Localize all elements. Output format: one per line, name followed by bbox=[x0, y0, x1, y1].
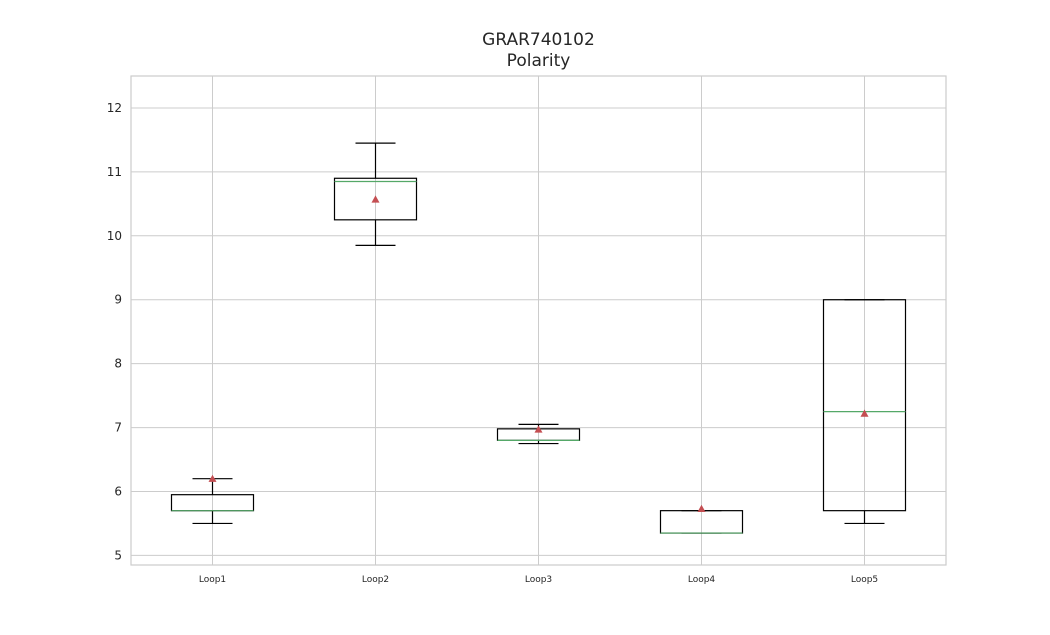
y-tick-label: 8 bbox=[114, 357, 122, 371]
mean-marker bbox=[697, 504, 706, 512]
mean-marker bbox=[534, 425, 543, 433]
x-tick-label: Loop5 bbox=[851, 575, 878, 585]
y-tick-label: 10 bbox=[107, 229, 122, 243]
x-tick-label: Loop4 bbox=[688, 575, 716, 585]
x-tick-label: Loop3 bbox=[525, 575, 552, 585]
x-tick-label: Loop1 bbox=[199, 575, 226, 585]
mean-marker bbox=[371, 195, 380, 203]
mean-marker bbox=[860, 409, 869, 417]
axes-frame bbox=[130, 75, 947, 566]
box bbox=[333, 177, 418, 221]
mean-marker bbox=[208, 474, 217, 482]
y-tick-label: 7 bbox=[114, 421, 122, 435]
chart-title: GRAR740102 bbox=[482, 30, 595, 50]
x-tick-label: Loop2 bbox=[362, 575, 389, 585]
chart-subtitle: Polarity bbox=[506, 51, 571, 71]
box bbox=[822, 299, 907, 512]
y-tick-label: 11 bbox=[107, 165, 122, 179]
y-tick-label: 5 bbox=[114, 548, 122, 562]
y-tick-label: 9 bbox=[114, 293, 122, 307]
y-tick-label: 12 bbox=[107, 101, 122, 115]
y-tick-label: 6 bbox=[114, 484, 122, 498]
